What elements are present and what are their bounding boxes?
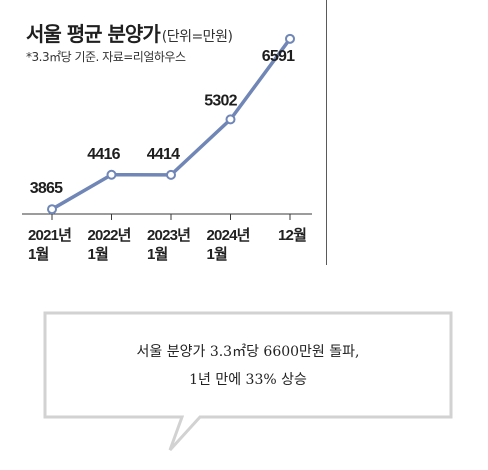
x-tick-label-2-1: 1월 [147, 246, 168, 263]
data-point-4 [285, 33, 295, 44]
data-point-2 [166, 169, 176, 180]
data-point-0 [47, 204, 57, 215]
x-tick-label-0-1: 1월 [28, 246, 49, 263]
data-point-1 [106, 169, 117, 180]
series-line [50, 37, 292, 211]
chart-unit-label: (단위=만원) [161, 29, 233, 45]
value-label-0: 3865 [30, 180, 63, 197]
chart-title: 서울 평균 분양가 [26, 22, 161, 46]
data-point-3 [225, 114, 236, 125]
caption-line-1: 서울 분양가 3.3㎡당 6600만원 돌파, [136, 344, 360, 360]
x-tick-label-1-1: 1월 [88, 246, 109, 263]
value-label-3: 5302 [204, 92, 237, 109]
caption-text: 서울 분양가 3.3㎡당 6600만원 돌파, 1년 만에 33% 상승 [42, 338, 454, 394]
x-tick-label-1-0: 2022년 [88, 227, 131, 244]
x-tick-label-4-0: 12월 [278, 227, 306, 244]
value-label-1: 4416 [87, 146, 120, 163]
caption-line-2: 1년 만에 33% 상승 [189, 372, 307, 388]
x-tick-label-0-0: 2021년 [28, 227, 71, 244]
x-tick-label-2-0: 2023년 [147, 227, 190, 244]
chart-panel: 서울 평균 분양가 (단위=만원) *3.3㎡당 기준. 자료=리얼하우스 386… [0, 0, 327, 265]
chart-title-group: 서울 평균 분양가 (단위=만원) [26, 18, 233, 47]
value-label-2: 4414 [147, 146, 180, 163]
x-tick-label-3-1: 1월 [207, 246, 228, 263]
x-tick-label-3-0: 2024년 [207, 227, 250, 244]
callout-frame [43, 311, 453, 452]
value-label-4: 6591 [262, 48, 295, 65]
chart-subtitle: *3.3㎡당 기준. 자료=리얼하우스 [26, 50, 186, 64]
caption-callout: 서울 분양가 3.3㎡당 6600만원 돌파, 1년 만에 33% 상승 [42, 310, 454, 452]
line-chart: 3865 4416 4414 5302 6591 2021년 1월 2022년 1월 2023년 1… [22, 33, 312, 263]
